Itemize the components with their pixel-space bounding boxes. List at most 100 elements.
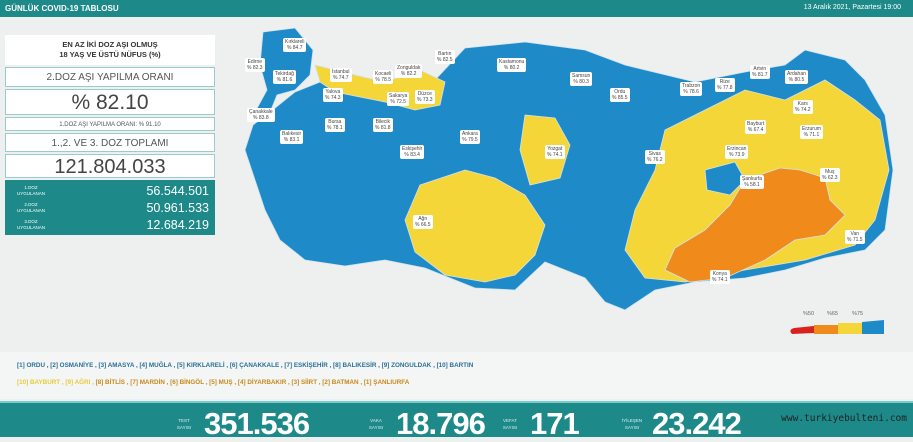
bottom-list-yellow: [10] BAYBURT , [9] AĞRI , [17, 379, 96, 386]
province-label: Şanlıurfa% 58.1 [740, 175, 765, 189]
stat-label: İYİLEŞEN [621, 418, 643, 423]
province-value: % 74.2 [795, 107, 811, 113]
region-central-yellow [404, 169, 546, 283]
stat-value: 18.796 [396, 406, 486, 441]
province-value: % 80.2 [503, 65, 520, 71]
stat-value: 171 [530, 406, 580, 441]
dose-row: 1.DOZ UYGULANAN 56.544.501 [11, 182, 209, 199]
bottom-list-orange: [8] BİTLİS , [7] MARDİN , [6] BİNGÖL , [… [95, 379, 410, 386]
province-label: Artvin% 81.7 [750, 65, 770, 79]
legend-scale [790, 320, 884, 334]
dose-value: 12.684.219 [146, 217, 209, 232]
page-title: GÜNLÜK COVID-19 TABLOSU [5, 4, 119, 13]
legend-label: %65 [827, 311, 839, 317]
province-label: Ağrı% 66.5 [413, 215, 433, 229]
dose-sublabel: UYGULANAN [16, 190, 45, 196]
dose-value: 50.961.533 [146, 200, 209, 215]
dose-sublabel: UYGULANAN [16, 224, 45, 230]
legend-red [790, 326, 814, 334]
province-label: Erzurum% 71.1 [800, 125, 823, 139]
province-name: Yalova [325, 89, 341, 95]
province-value: % 77.8 [717, 85, 733, 91]
vaccination-panel: EN AZ İKİ DOZ AŞI OLMUŞ 18 YAŞ VE ÜSTÜ NÜ… [5, 35, 215, 235]
province-label: Samsun% 80.3 [570, 72, 593, 86]
province-label: Balıkesir% 83.1 [280, 130, 304, 144]
province-name: Ağrı [418, 216, 428, 222]
province-name: İstanbul [332, 69, 350, 75]
dose2-label: 2.DOZ AŞI YAPILMA ORANI [5, 67, 215, 87]
province-value: % 85.5 [612, 95, 628, 101]
province-value: % 78.6 [683, 89, 699, 95]
province-value: % 73.3 [417, 97, 433, 103]
stat-label: VEFAT [503, 418, 517, 423]
province-name: Balıkesir [282, 131, 302, 137]
map-svg [244, 27, 894, 311]
province-label: Yozgat% 74.1 [545, 145, 565, 159]
province-value: % 83.1 [283, 137, 300, 143]
province-name: Erzurum [802, 126, 821, 132]
legend-label: %50 [803, 311, 815, 317]
province-name: Trabzon [682, 83, 701, 89]
province-name: Sakarya [389, 93, 408, 99]
province-name: Kocaeli [375, 71, 392, 77]
legend-label: %75 [852, 311, 864, 317]
province-label: Van% 71.5 [845, 230, 865, 244]
province-label: Kocaeli% 78.5 [373, 70, 394, 84]
dose-row: 3.DOZ UYGULANAN 12.684.219 [11, 216, 209, 233]
legend-blue [862, 320, 884, 334]
total-value: 121.804.033 [5, 154, 215, 178]
province-label: Konya% 74.1 [710, 270, 730, 284]
province-value: % 80.3 [573, 79, 589, 85]
dose-label: 1.DOZ [24, 184, 38, 190]
province-value: % 78.1 [327, 125, 343, 131]
province-name: Eskişehir [402, 146, 423, 152]
province-label: Bartın% 82.5 [435, 50, 455, 64]
province-name: Şanlıurfa [742, 176, 763, 182]
province-name: Yozgat [547, 146, 563, 152]
stat-deaths: VEFAT SAYISI 171 [498, 406, 580, 442]
stat-value: 23.242 [652, 406, 742, 441]
province-label: Erzincan% 73.9 [725, 145, 749, 159]
province-value: % 79.5 [462, 137, 478, 143]
dose1-rate: 1.DOZ AŞI YAPILMA ORANI: % 91.10 [5, 117, 215, 131]
province-value: % 76.2 [647, 157, 663, 163]
stat-recovered: İYİLEŞEN SAYISI 23.242 [620, 406, 742, 442]
province-value: % 71.1 [803, 132, 820, 138]
province-name: Zonguldak [397, 65, 421, 71]
province-label: Kars% 74.2 [793, 100, 813, 114]
province-name: Ordu [614, 89, 626, 95]
stat-sublabel: SAYISI [176, 425, 192, 430]
total-label: 1.,2. VE 3. DOZ TOPLAMI [5, 133, 215, 152]
map-legend: %50 %65 %75 [788, 311, 884, 341]
province-name: Erzincan [727, 146, 747, 152]
province-label: Ardahan% 80.5 [785, 70, 808, 84]
province-label: Yalova% 74.3 [323, 88, 343, 102]
province-name: Van [850, 231, 860, 237]
province-name: Sivas [648, 151, 661, 157]
province-value: % 62.3 [822, 175, 838, 181]
province-name: Bilecik [375, 119, 391, 125]
province-value: % 80.5 [788, 77, 805, 83]
dose-breakdown: 1.DOZ UYGULANAN 56.544.501 2.DOZ UYGULANAN 5… [5, 180, 215, 235]
turkey-vaccination-map: Kırklareli% 84.7 Edirne% 82.3 Tekirdağ% 81… [225, 20, 913, 350]
dose-sublabel: UYGULANAN [16, 207, 45, 213]
province-name: Edirne [247, 59, 263, 65]
province-name: Bartın [438, 51, 452, 57]
dose-label: 2.DOZ [24, 201, 38, 207]
province-name: Artvin [753, 66, 767, 72]
province-value: % 71.5 [847, 237, 863, 243]
province-label: Çanakkale% 83.8 [247, 108, 275, 122]
province-name: Çanakkale [249, 109, 273, 115]
daily-stats-bar: TEST SAYISI 351.536 VAKA SAYISI 18.796 VEFAT… [0, 401, 913, 441]
province-name: Kırklareli [285, 39, 305, 45]
province-label: Düzce% 73.3 [415, 90, 435, 104]
province-value: % 82.5 [437, 57, 453, 63]
province-value: % 78.5 [375, 77, 391, 83]
province-value: % 74.7 [332, 75, 349, 81]
province-value: % 72.5 [390, 99, 406, 105]
province-value: % 81.8 [375, 125, 391, 131]
date-time: 13 Aralık 2021, Pazartesi 19:00 [803, 4, 901, 11]
province-value: % 66.5 [415, 222, 431, 228]
dose-value: 56.544.501 [146, 183, 209, 198]
province-name: Konya [712, 271, 727, 277]
